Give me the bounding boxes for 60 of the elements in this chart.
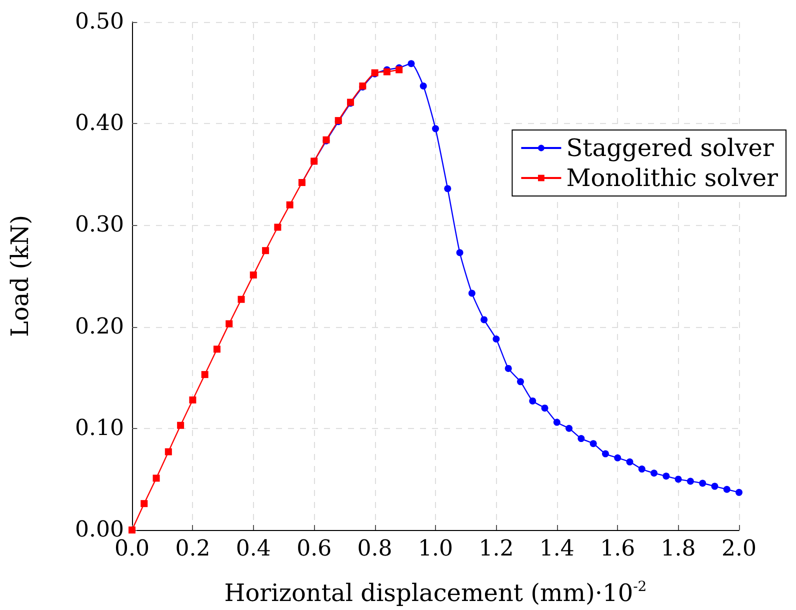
point — [420, 82, 427, 90]
point — [578, 435, 585, 442]
point — [201, 371, 208, 378]
point — [626, 458, 634, 466]
point — [529, 397, 536, 404]
point — [504, 364, 512, 372]
point — [674, 476, 682, 483]
x-tick-label: 1.6 — [600, 536, 636, 562]
x-tick-label: 2.0 — [722, 536, 756, 562]
x-tick-label: 0.6 — [296, 536, 332, 562]
point — [177, 422, 184, 429]
y-tick-label: 0.10 — [75, 416, 124, 441]
point — [432, 125, 439, 132]
point — [662, 472, 670, 480]
y-axis-title: Load (kN) — [6, 215, 34, 337]
y-tick-label: 0.30 — [75, 212, 124, 238]
point — [723, 486, 730, 493]
point — [736, 488, 742, 496]
legend-label: Staggered solver — [566, 134, 774, 162]
point — [566, 424, 573, 432]
point — [699, 480, 706, 487]
y-tick-label: 0.50 — [75, 10, 124, 34]
point — [444, 185, 452, 192]
point — [152, 474, 160, 482]
point — [614, 454, 622, 462]
point — [686, 478, 694, 485]
point — [541, 404, 548, 412]
point — [468, 290, 476, 297]
y-tick-label: 0.40 — [75, 111, 124, 136]
point — [286, 201, 294, 208]
x-tick-label: 1.2 — [478, 536, 514, 562]
point — [238, 296, 245, 303]
point — [480, 316, 488, 324]
point — [408, 60, 415, 68]
y-tick-label: 0.20 — [75, 314, 124, 340]
point — [128, 526, 136, 534]
point — [492, 335, 500, 342]
point — [711, 482, 718, 490]
legend-label: Monolithic solver — [566, 164, 779, 192]
point — [650, 470, 658, 477]
point — [274, 224, 282, 231]
point — [262, 247, 270, 254]
point — [140, 500, 148, 508]
point — [164, 448, 172, 456]
point — [456, 249, 464, 256]
point — [590, 440, 597, 448]
point — [226, 320, 233, 328]
x-tick-label: 0.2 — [175, 536, 210, 562]
point — [189, 396, 196, 404]
point — [213, 346, 220, 353]
point — [250, 271, 257, 278]
point — [638, 466, 646, 473]
point — [553, 418, 560, 426]
x-tick-label: 0.8 — [357, 536, 392, 562]
point — [516, 378, 524, 386]
x-tick-label: 1.0 — [418, 536, 453, 562]
x-tick-label: 1.8 — [660, 536, 696, 562]
x-tick-label: 1.4 — [539, 536, 574, 562]
x-tick-label: 0.4 — [236, 536, 271, 562]
point — [602, 450, 609, 458]
